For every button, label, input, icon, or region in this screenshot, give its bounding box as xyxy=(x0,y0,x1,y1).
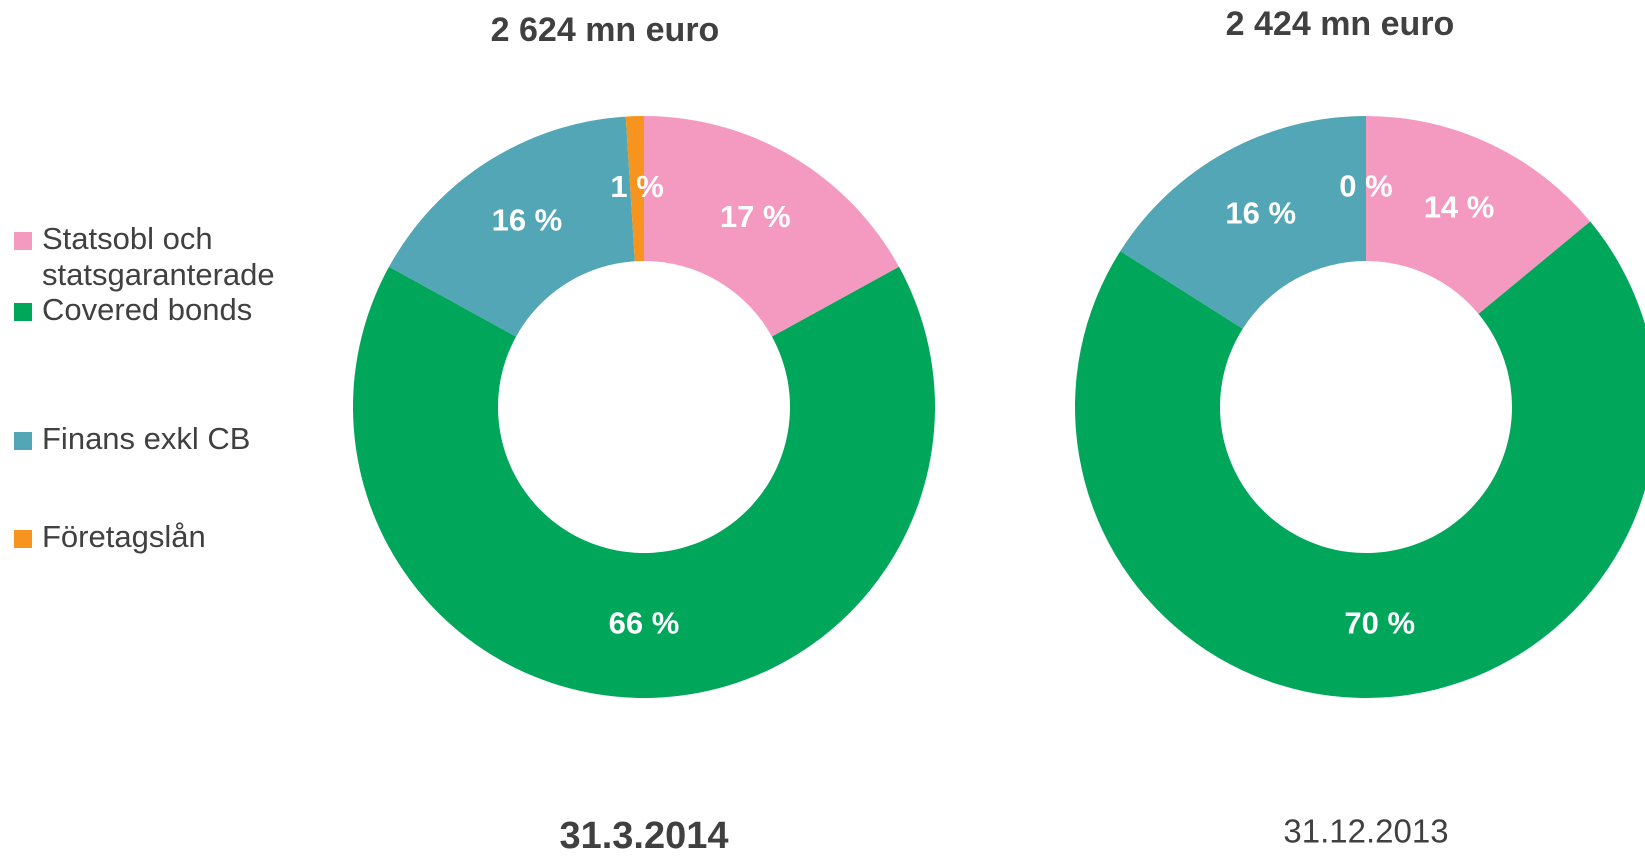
donut-slice xyxy=(1120,115,1366,329)
legend-swatch xyxy=(14,232,32,250)
donut-slice xyxy=(1366,116,1591,314)
legend-label: Covered bonds xyxy=(42,292,252,327)
legend-label: Företagslån xyxy=(42,519,206,554)
donut-slice xyxy=(388,116,635,337)
chart-title: 2 624 mn euro xyxy=(491,11,720,49)
data-label: 16 % xyxy=(1225,196,1296,231)
date-label: 31.3.2014 xyxy=(559,815,728,857)
legend-swatch xyxy=(14,432,32,450)
donut-slice xyxy=(1075,221,1645,698)
legend-swatch xyxy=(14,530,32,548)
data-label: 0 % xyxy=(1339,169,1392,204)
donut-slice xyxy=(352,266,935,698)
donut-slice xyxy=(644,116,900,337)
donut-slice xyxy=(625,116,644,262)
data-label: 1 % xyxy=(610,169,663,204)
legend-swatch xyxy=(14,303,32,321)
data-label: 17 % xyxy=(720,199,791,234)
data-label: 14 % xyxy=(1424,189,1495,224)
data-label: 70 % xyxy=(1344,605,1415,640)
chart-title: 2 424 mn euro xyxy=(1226,5,1455,43)
legend-label: Finans exkl CB xyxy=(42,421,250,456)
legend-label: Statsobl och statsgaranterade xyxy=(42,221,275,292)
date-label: 31.12.2013 xyxy=(1283,813,1448,850)
data-label: 16 % xyxy=(492,203,563,238)
data-label: 66 % xyxy=(609,606,680,641)
